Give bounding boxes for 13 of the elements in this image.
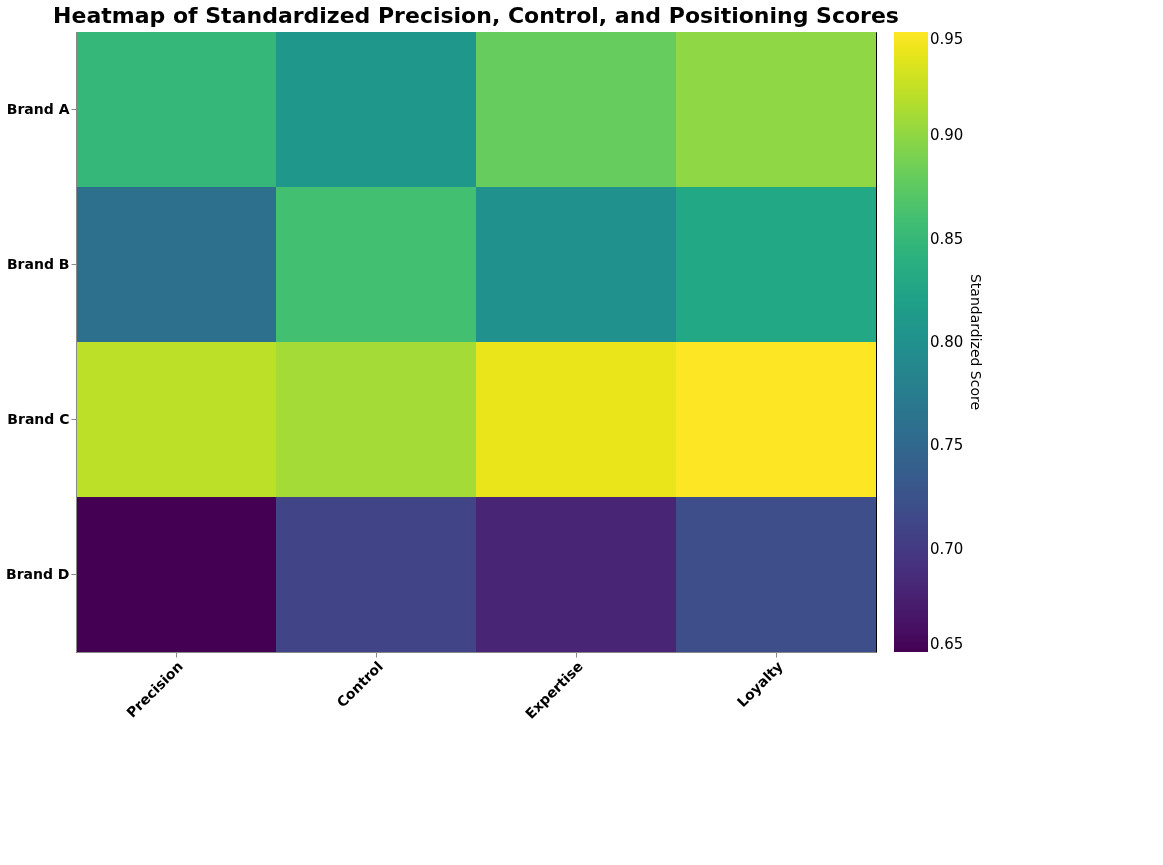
color-bar-label: 0.70	[930, 539, 964, 558]
y-tick-label: Brand D	[5, 565, 70, 582]
chart-title: Heatmap of Standardized Precision, Control, and Positioning Scores	[53, 3, 899, 28]
color-bar-label: 0.75	[930, 436, 964, 455]
color-bar-label: 0.80	[930, 333, 964, 351]
color-bar-label: 0.65	[930, 635, 964, 653]
color-bar-label: 0.95	[930, 30, 964, 48]
y-tick-label: Brand C	[7, 410, 70, 427]
color-bar-label: 0.90	[930, 126, 964, 145]
color-bar-label: 0.85	[930, 229, 964, 248]
y-tick-label: Brand B	[6, 255, 70, 272]
color-bar-title: Standardized Score	[968, 273, 984, 411]
y-tick-label: Brand A	[6, 100, 70, 117]
